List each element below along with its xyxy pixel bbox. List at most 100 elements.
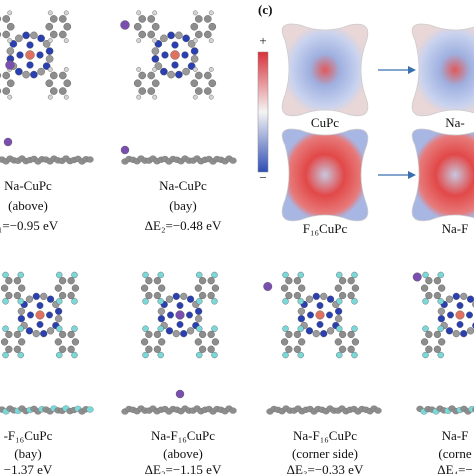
esp-label: Na- bbox=[445, 115, 465, 130]
atom bbox=[195, 307, 203, 315]
atom bbox=[5, 345, 13, 353]
color-bar bbox=[257, 51, 269, 173]
atom bbox=[120, 145, 130, 155]
atom bbox=[17, 315, 25, 323]
atom bbox=[6, 22, 15, 31]
atom bbox=[338, 345, 347, 353]
atom bbox=[6, 47, 15, 55]
atom bbox=[297, 271, 304, 279]
atom bbox=[158, 284, 166, 292]
atom bbox=[460, 330, 468, 338]
atom bbox=[0, 88, 2, 94]
atom bbox=[293, 277, 302, 285]
atom bbox=[7, 10, 13, 16]
atom bbox=[285, 291, 293, 300]
site-label: (bay) bbox=[169, 198, 196, 213]
atom bbox=[211, 284, 220, 292]
atom bbox=[49, 87, 58, 95]
atom bbox=[86, 406, 94, 413]
atom bbox=[13, 345, 22, 353]
atom bbox=[133, 79, 142, 88]
esp-label: F₁₆CuPc bbox=[303, 221, 348, 236]
atom bbox=[0, 284, 9, 292]
atom bbox=[305, 295, 314, 303]
atom bbox=[153, 345, 162, 353]
atom bbox=[412, 272, 422, 282]
atom bbox=[63, 10, 69, 16]
atom bbox=[190, 47, 199, 55]
atom bbox=[298, 284, 306, 292]
atom bbox=[307, 311, 314, 319]
atom bbox=[15, 34, 23, 43]
atom bbox=[145, 345, 153, 353]
atom bbox=[71, 338, 80, 346]
atom bbox=[63, 22, 72, 31]
atom bbox=[17, 307, 25, 315]
atom bbox=[0, 16, 2, 22]
atom bbox=[17, 271, 24, 279]
atom bbox=[338, 291, 347, 300]
atom bbox=[157, 325, 164, 332]
atom bbox=[152, 67, 158, 72]
atom bbox=[351, 284, 360, 292]
atom bbox=[425, 330, 433, 339]
atom bbox=[445, 327, 454, 335]
atom bbox=[180, 330, 188, 338]
atom bbox=[433, 345, 442, 353]
atom bbox=[13, 291, 22, 300]
structure-name: Na-CuPc bbox=[159, 178, 207, 193]
atom bbox=[56, 271, 63, 279]
atom bbox=[37, 67, 45, 76]
atom bbox=[63, 94, 69, 100]
atom bbox=[192, 10, 198, 16]
atom bbox=[420, 338, 429, 346]
atom bbox=[25, 327, 34, 335]
atom bbox=[49, 30, 58, 39]
atom bbox=[7, 38, 13, 43]
atom bbox=[145, 291, 153, 300]
atom bbox=[138, 87, 147, 95]
atom bbox=[194, 30, 203, 39]
atom bbox=[208, 67, 214, 72]
atom bbox=[56, 351, 63, 359]
atom bbox=[13, 330, 22, 339]
atom bbox=[280, 284, 289, 292]
atom bbox=[437, 351, 444, 359]
atom bbox=[17, 351, 24, 359]
atom bbox=[58, 15, 67, 23]
atom bbox=[2, 30, 11, 39]
atom bbox=[152, 38, 158, 43]
atom bbox=[16, 51, 24, 59]
atom bbox=[285, 330, 293, 339]
atom bbox=[190, 55, 199, 63]
atom bbox=[334, 338, 342, 346]
atom bbox=[46, 295, 55, 303]
atom bbox=[152, 94, 158, 100]
atom bbox=[157, 307, 165, 315]
atom bbox=[25, 50, 35, 60]
atom bbox=[316, 302, 324, 309]
atom bbox=[30, 70, 38, 79]
atom bbox=[347, 277, 355, 285]
atom bbox=[153, 330, 162, 339]
atom bbox=[335, 315, 343, 323]
atom bbox=[438, 284, 446, 292]
atom bbox=[171, 61, 179, 69]
atom bbox=[425, 291, 433, 300]
atom bbox=[437, 298, 444, 305]
atom bbox=[437, 315, 445, 323]
esp-map bbox=[411, 23, 474, 117]
atom bbox=[208, 38, 214, 43]
atom bbox=[207, 277, 215, 285]
atom bbox=[167, 311, 174, 319]
atom bbox=[194, 284, 202, 292]
atom bbox=[157, 298, 164, 305]
atom bbox=[312, 330, 320, 338]
atom bbox=[208, 22, 217, 31]
atom bbox=[142, 298, 149, 305]
atom bbox=[5, 60, 15, 70]
atom bbox=[37, 34, 45, 43]
atom bbox=[194, 15, 203, 23]
atom bbox=[49, 15, 58, 23]
atom bbox=[138, 30, 147, 39]
